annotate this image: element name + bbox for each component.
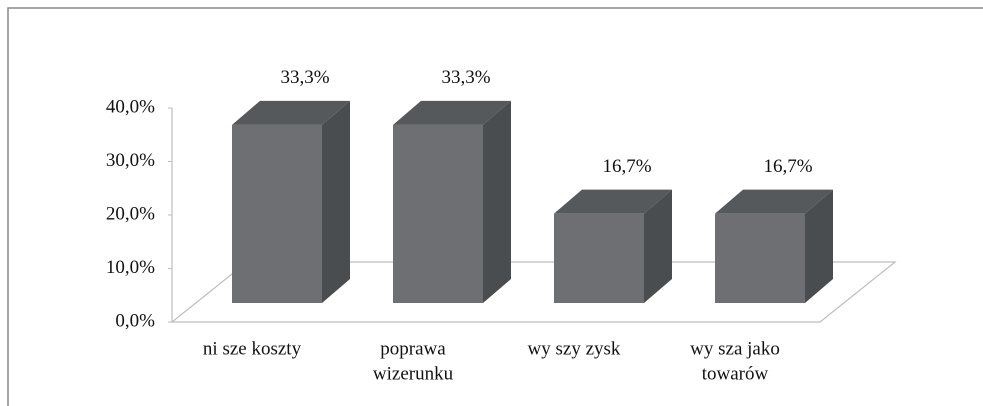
- x-tick-label: wy sza jako: [690, 338, 780, 359]
- bar: [393, 100, 511, 303]
- bar-top: [232, 100, 350, 125]
- floor: [170, 261, 897, 323]
- bar: [554, 189, 672, 303]
- bar-side: [322, 100, 350, 303]
- bar: [715, 189, 833, 303]
- bar-side: [483, 100, 511, 303]
- bar: [232, 100, 350, 303]
- y-tick-label: 30,0%: [106, 150, 155, 171]
- bar-side: [644, 189, 672, 303]
- value-label: 16,7%: [763, 156, 812, 177]
- value-label: 33,3%: [441, 67, 490, 88]
- frame: [7, 7, 983, 406]
- bar-front: [554, 213, 644, 303]
- y-tick-label: 0,0%: [115, 310, 155, 331]
- bar-top: [715, 189, 833, 214]
- value-label: 33,3%: [280, 67, 329, 88]
- y-tick-label: 10,0%: [106, 257, 155, 278]
- x-tick-label: ni sze koszty: [203, 338, 302, 359]
- bar-front: [393, 124, 483, 303]
- bar-front: [715, 213, 805, 303]
- bar-top: [554, 189, 672, 214]
- bar-side: [805, 189, 833, 303]
- x-tick-label: poprawa: [380, 338, 446, 359]
- bar-front: [232, 124, 322, 303]
- y-tick-label: 20,0%: [106, 203, 155, 224]
- x-tick-label: wizerunku: [373, 363, 454, 384]
- y-tick-label: 40,0%: [106, 96, 155, 117]
- x-tick-label: wy szy zysk: [528, 338, 621, 359]
- bar-top: [393, 100, 511, 125]
- value-label: 16,7%: [602, 156, 651, 177]
- x-tick-label: towarów: [702, 363, 769, 384]
